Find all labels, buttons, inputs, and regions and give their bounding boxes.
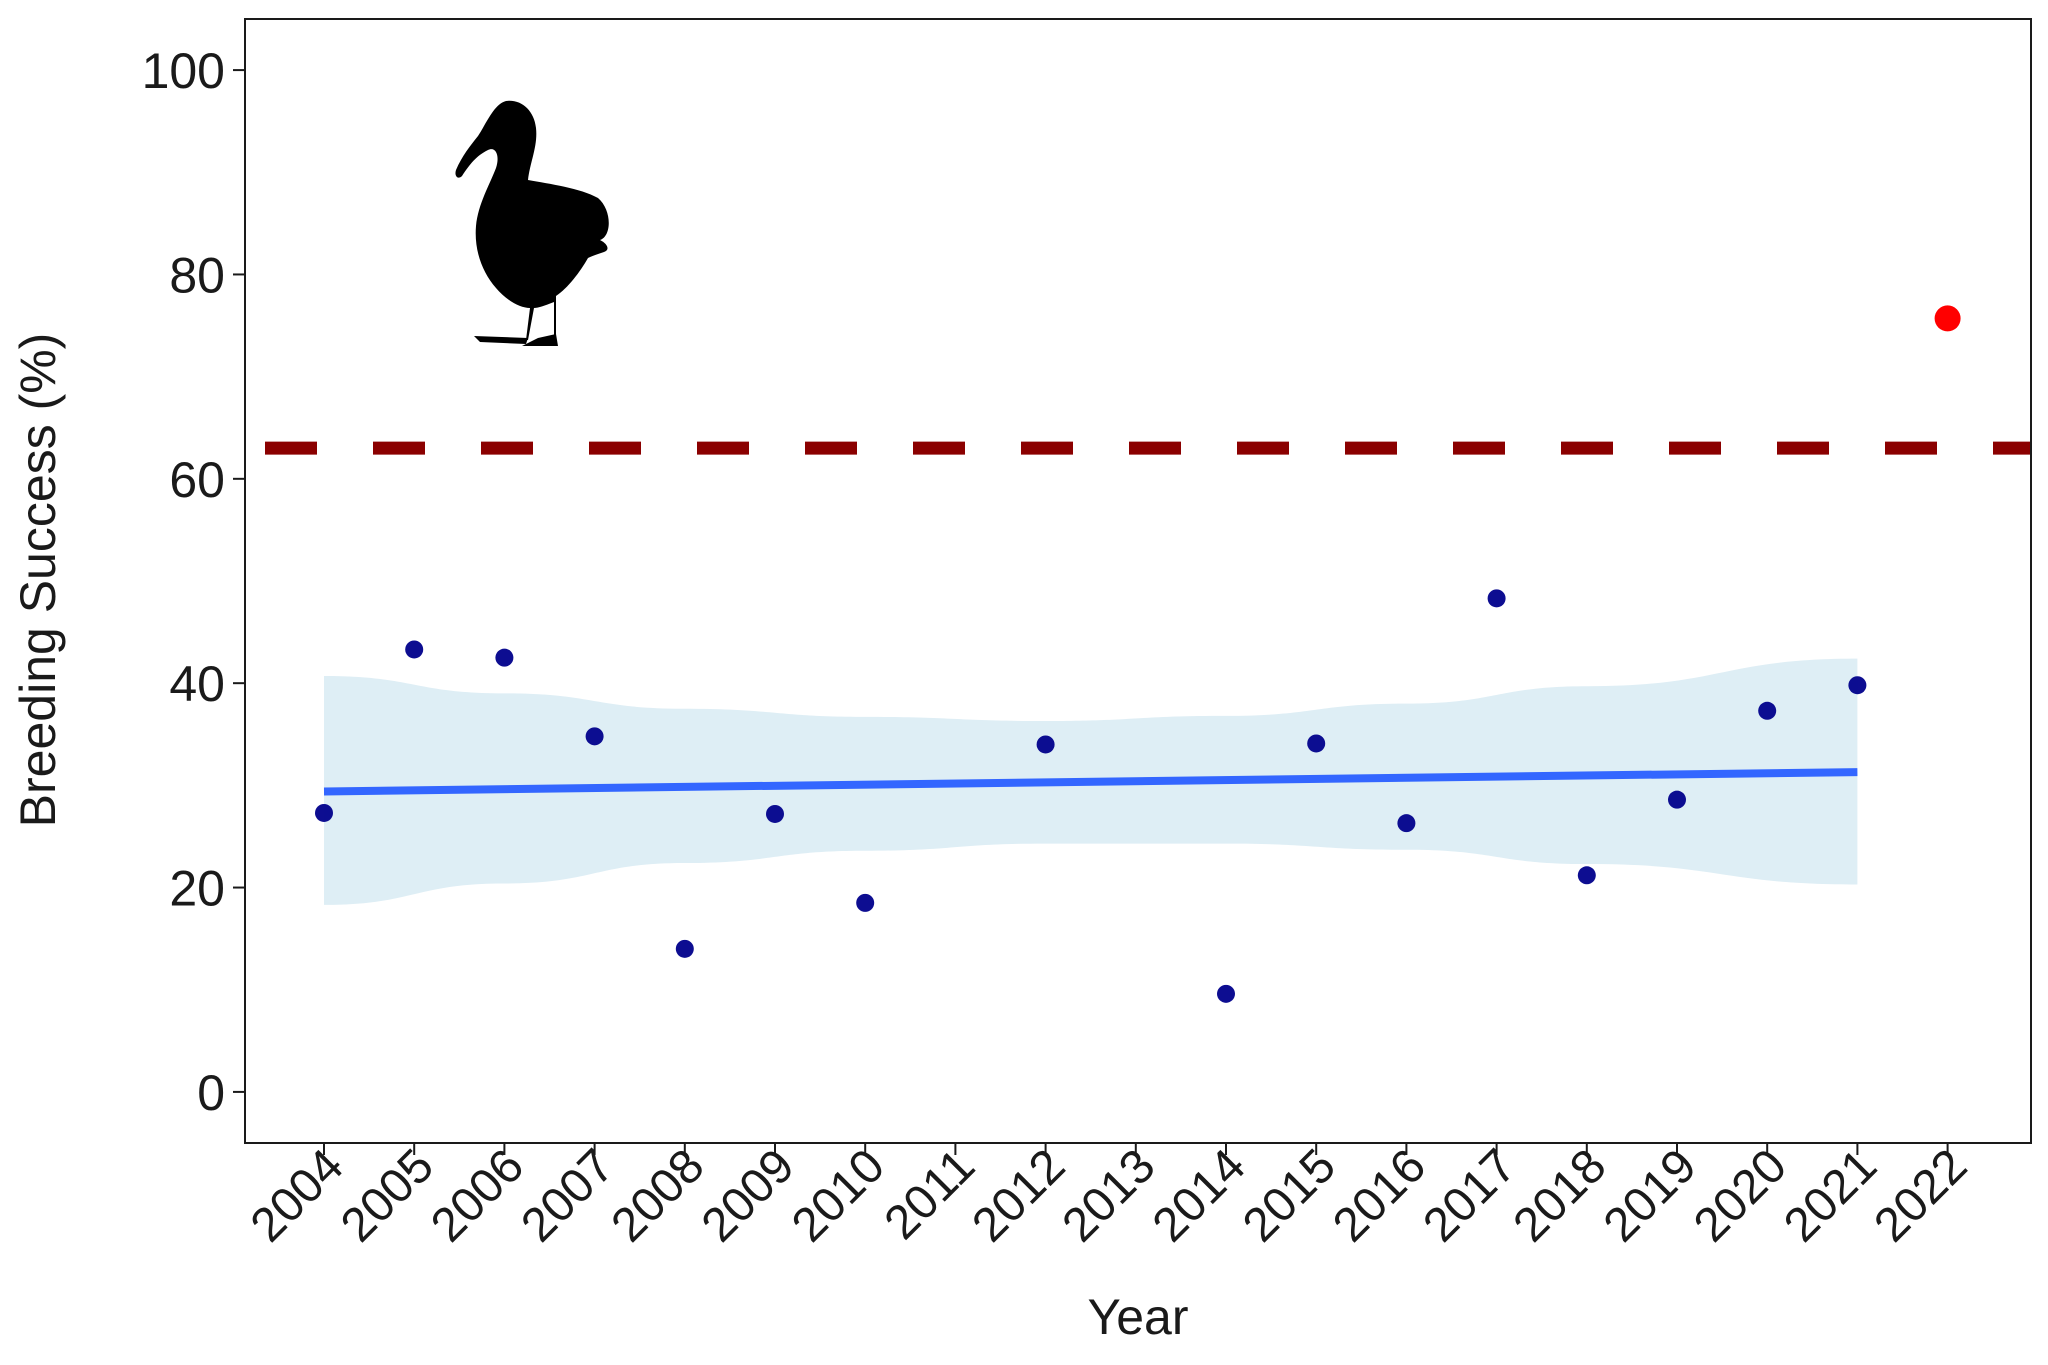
- trend-line-layer: [323, 768, 1858, 796]
- y-tick-label-40: 40: [169, 656, 225, 712]
- data-point-2012: [1036, 735, 1055, 754]
- albatross-silhouette-icon: [455, 100, 609, 346]
- y-tick-label-0: 0: [197, 1065, 225, 1121]
- data-point-2016: [1397, 814, 1416, 833]
- data-point-2006: [495, 648, 514, 667]
- data-point-2017: [1487, 589, 1506, 608]
- data-point-2004: [315, 803, 333, 822]
- trend-line: [323, 768, 1858, 796]
- data-point-2010: [856, 893, 875, 912]
- data-point-2014: [1217, 984, 1235, 1003]
- data-point-2008: [675, 939, 694, 958]
- y-tick-label-100: 100: [142, 43, 225, 99]
- y-tick-label-80: 80: [169, 247, 225, 303]
- y-tick-label-60: 60: [169, 452, 225, 508]
- data-point-2009: [766, 804, 784, 823]
- y-axis: 0 20 40 60 80 100: [142, 43, 245, 1121]
- data-point-2020: [1758, 701, 1777, 720]
- data-point-2015: [1307, 734, 1326, 753]
- x-axis-title: Year: [1087, 1289, 1188, 1345]
- y-axis-title: Breeding Success (%): [10, 333, 66, 828]
- data-point-2022: [1934, 305, 1961, 332]
- data-point-2019: [1668, 790, 1686, 809]
- y-tick-label-20: 20: [169, 861, 225, 917]
- data-point-2021: [1848, 676, 1867, 695]
- data-point-2005: [405, 640, 424, 659]
- plot-panel-border: [244, 18, 2032, 1144]
- data-point-2007: [585, 727, 604, 746]
- data-point-2018: [1577, 866, 1596, 885]
- data-points-layer: [315, 305, 1961, 1003]
